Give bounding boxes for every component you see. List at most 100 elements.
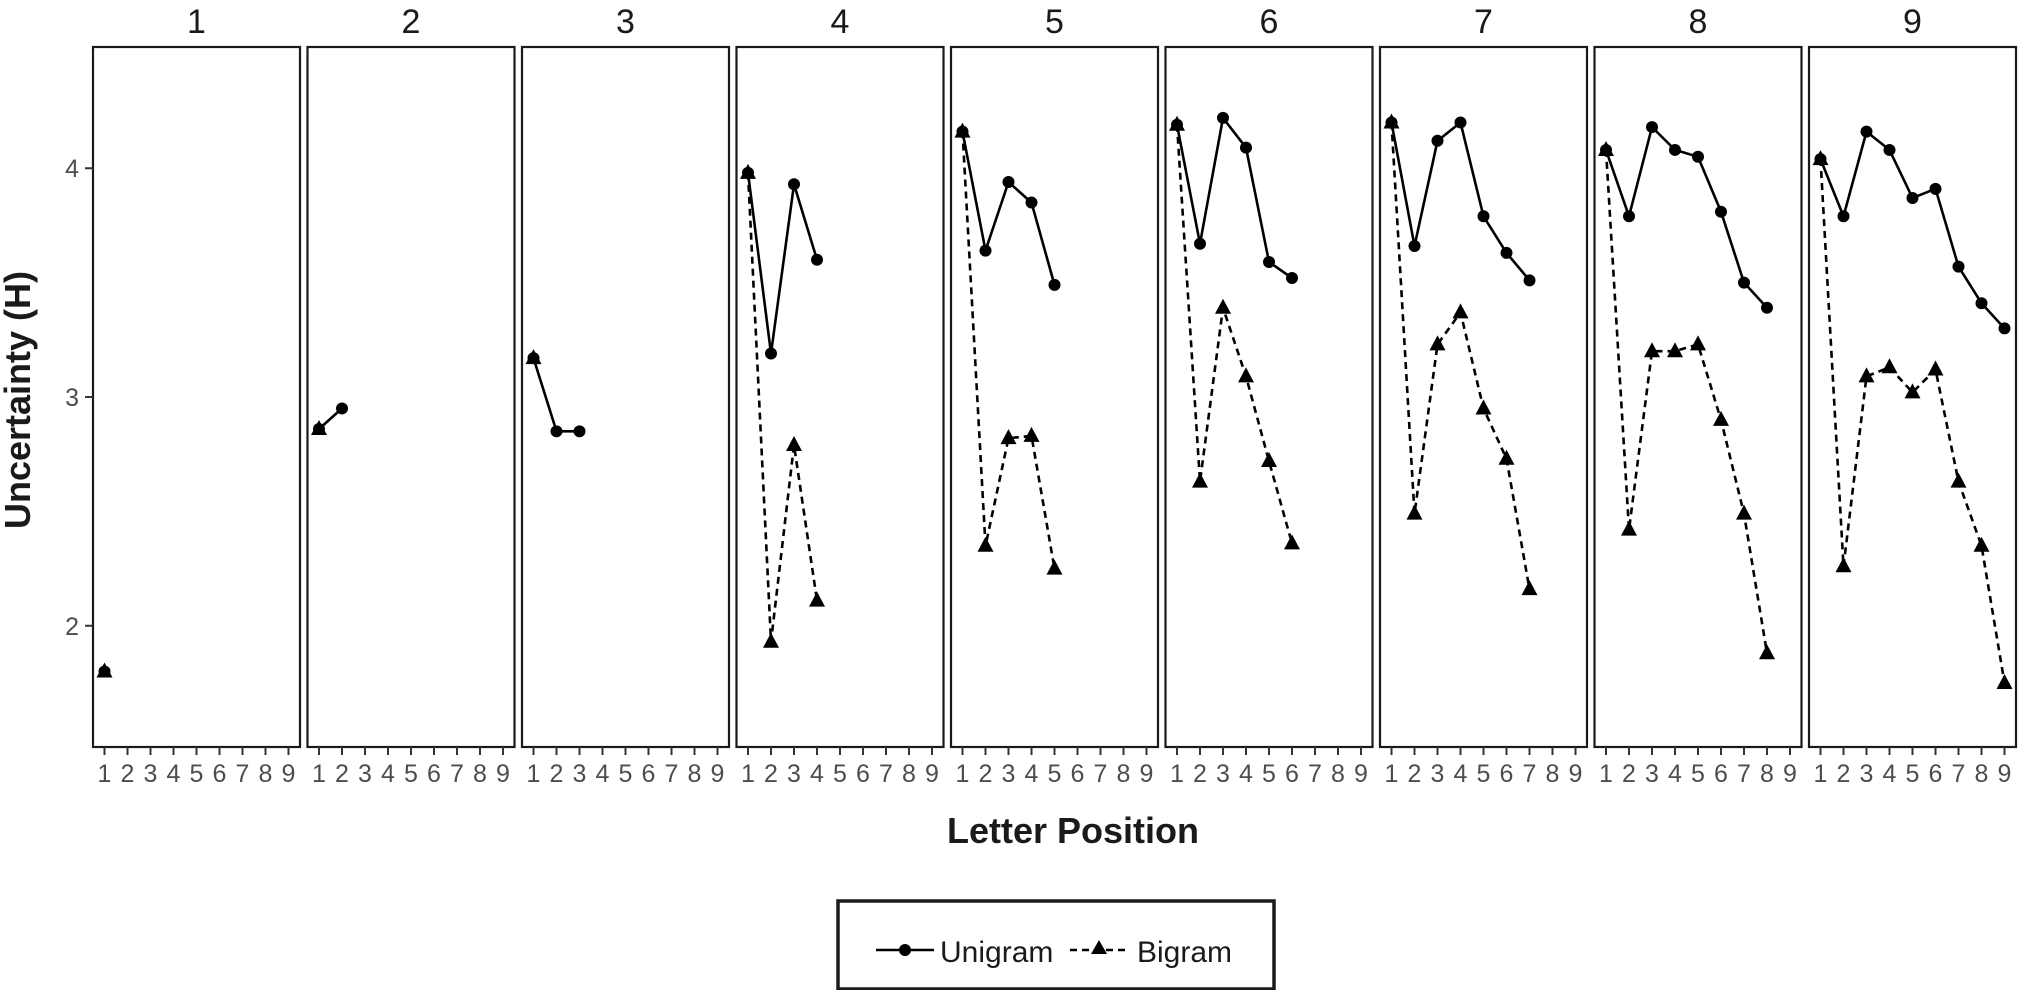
bigram-point (1000, 429, 1017, 445)
panel-9: 91 2 3 4 5 6 7 8 9 (1807, 3, 2018, 788)
panel-frame (520, 45, 731, 749)
unigram-point (1194, 237, 1206, 250)
unigram-point (811, 253, 823, 266)
bigram-point (1215, 298, 1231, 314)
bigram-point (1690, 335, 1706, 351)
panel-strip-label: 4 (831, 3, 850, 41)
unigram-point (1814, 153, 1827, 166)
x-tick-label: 1 (98, 760, 112, 788)
bigram-point (1713, 410, 1729, 426)
x-tick-label: 8 (1760, 760, 1774, 788)
x-tick-label: 3 (573, 760, 587, 788)
x-tick-label: 4 (1883, 760, 1897, 788)
x-tick-label: 5 (1477, 760, 1491, 788)
x-tick-label: 9 (496, 760, 510, 788)
x-tick-label: 2 (764, 760, 778, 788)
x-axis-title: Letter Position (947, 810, 1199, 851)
unigram-point (1715, 205, 1727, 218)
unigram-point (1048, 278, 1061, 291)
unigram-point (1837, 210, 1850, 223)
x-tick-label: 6 (642, 760, 656, 788)
x-tick-label: 5 (190, 760, 204, 788)
unigram-point (550, 425, 563, 438)
panel-3: 31 2 3 4 5 6 7 8 9 (520, 3, 731, 788)
bigram-point (1881, 358, 1898, 374)
x-tick-label: 7 (879, 760, 893, 788)
x-tick-label: 6 (1714, 760, 1728, 788)
panel-strip-label: 8 (1689, 3, 1708, 41)
x-tick-label: 8 (473, 760, 487, 788)
unigram-point (1431, 134, 1444, 147)
panel-6: 61 2 3 4 5 6 7 8 9 (1164, 3, 1374, 788)
x-tick-label: 8 (688, 760, 702, 788)
unigram-point (1860, 125, 1873, 138)
bigram-point (1644, 342, 1660, 358)
unigram-point (1738, 276, 1750, 289)
panel-frame (91, 45, 302, 749)
bigram-series-line (746, 172, 819, 642)
panel-frame (1164, 45, 1374, 749)
x-tick-label: 7 (1952, 760, 1966, 788)
x-tick-label: 3 (1216, 760, 1230, 788)
x-tick-label: 5 (404, 760, 418, 788)
x-tick-label: 9 (711, 760, 725, 788)
unigram-point (1952, 260, 1965, 273)
bigram-point (1904, 383, 1921, 399)
x-tick-label: 9 (1569, 760, 1583, 788)
bigram-point (1973, 536, 1990, 552)
bigram-point (1475, 399, 1492, 415)
unigram-point (98, 665, 111, 678)
x-tick-label: 5 (1691, 760, 1705, 788)
bigram-point (1452, 303, 1469, 319)
x-tick-label: 4 (167, 760, 181, 788)
x-tick-label: 7 (236, 760, 250, 788)
unigram-point (1217, 111, 1229, 124)
unigram-point (1240, 141, 1252, 154)
unigram-point (1906, 191, 1919, 204)
bigram-series-line (1819, 159, 2006, 684)
x-tick-label: 7 (1523, 760, 1537, 788)
x-tick-label: 2 (979, 760, 993, 788)
panel-4: 41 2 3 4 5 6 7 8 9 (735, 3, 945, 788)
bigram-point (1261, 452, 1277, 468)
bigram-point (1667, 342, 1683, 358)
panel-strip-label: 7 (1474, 3, 1493, 41)
unigram-point (1171, 118, 1183, 131)
unigram-point (573, 425, 586, 438)
unigram-point (1623, 210, 1635, 223)
x-tick-label: 1 (527, 760, 541, 788)
legend-bigram-label: Bigram (1137, 936, 1232, 969)
bigram-point (1950, 472, 1967, 488)
x-tick-label: 4 (596, 760, 610, 788)
panel-2: 21 2 3 4 5 6 7 8 9 (306, 3, 516, 788)
unigram-point (1975, 297, 1988, 310)
unigram-point (788, 178, 800, 191)
chart-panels: 11 2 3 4 5 6 7 8 921 2 3 4 5 6 7 8 931 2 3 4 5 6 7 8 941 2 3 4 5 6 7 8 9… (91, 3, 2018, 788)
x-tick-label: 6 (856, 760, 870, 788)
panel-5: 51 2 3 4 5 6 7 8 9 (949, 3, 1160, 788)
panel-strip-label: 9 (1903, 3, 1922, 41)
panel-frame (949, 45, 1160, 749)
x-tick-label: 1 (1599, 760, 1613, 788)
x-tick-label: 7 (1308, 760, 1322, 788)
legend-unigram-marker (899, 944, 911, 956)
x-tick-label: 5 (1262, 760, 1276, 788)
unigram-point (1263, 256, 1275, 269)
x-tick-label: 2 (1837, 760, 1851, 788)
x-tick-label: 3 (1431, 760, 1445, 788)
unigram-point (1408, 240, 1421, 253)
x-tick-label: 9 (925, 760, 939, 788)
bigram-series-line (961, 131, 1056, 569)
unigram-point (1454, 116, 1467, 129)
bigram-point (1023, 426, 1040, 442)
unigram-point (1025, 196, 1038, 209)
x-tick-label: 3 (144, 760, 158, 788)
unigram-point (1883, 143, 1896, 156)
unigram-point (1646, 121, 1658, 134)
bigram-point (1736, 504, 1752, 520)
legend: Unigram Bigram (836, 899, 1276, 990)
unigram-point (1523, 274, 1536, 287)
x-tick-label: 6 (1285, 760, 1299, 788)
x-tick-label: 4 (381, 760, 395, 788)
